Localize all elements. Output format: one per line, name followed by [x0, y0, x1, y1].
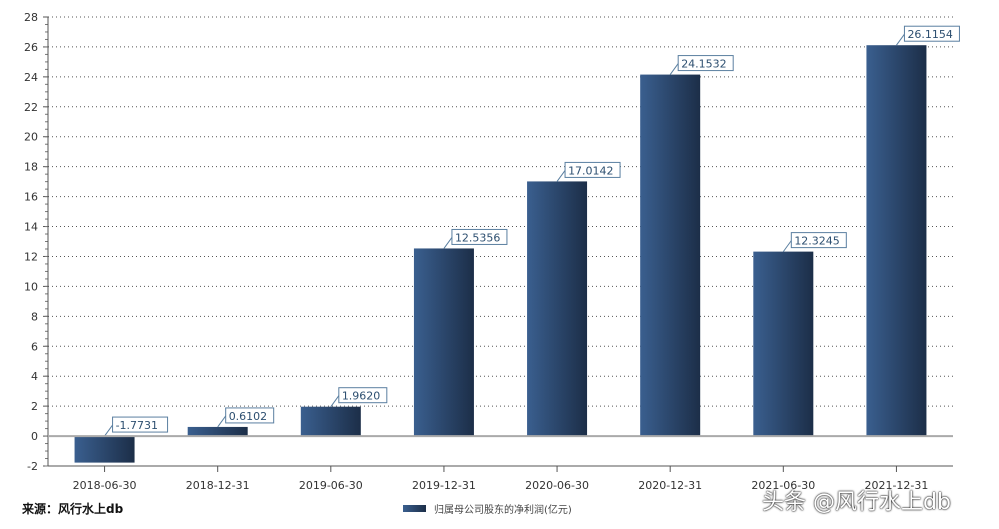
y-tick-label: 22 [24, 101, 38, 114]
x-tick-label: 2019-12-31 [412, 479, 476, 492]
data-label-box [112, 416, 169, 433]
data-label-box [903, 25, 960, 42]
x-tick-label: 2018-06-30 [73, 479, 137, 492]
bar [866, 45, 927, 437]
bar [74, 436, 135, 463]
x-tick-label: 2019-06-30 [299, 479, 363, 492]
legend: 归属母公司股东的净利润(亿元) [403, 501, 572, 516]
data-label: 12.5356 [455, 231, 501, 244]
data-label-box [225, 407, 275, 424]
x-tick-label: 2020-06-30 [525, 479, 589, 492]
label-leader [217, 415, 227, 428]
bar [187, 426, 248, 437]
watermark: 头条 @风行水上db [762, 490, 951, 515]
bar [753, 251, 814, 437]
label-leader [669, 63, 679, 75]
y-tick-label: 26 [24, 41, 38, 54]
y-tick-label: 14 [24, 221, 38, 234]
legend-swatch [403, 505, 426, 512]
data-label-box [451, 228, 508, 245]
y-tick-label: 8 [31, 310, 38, 323]
y-tick-label: 28 [24, 11, 38, 24]
y-tick-label: 12 [24, 250, 38, 263]
label-leader [330, 395, 340, 407]
label-leader [556, 170, 566, 182]
y-tick-label: 16 [24, 191, 38, 204]
x-tick-label: 2018-12-31 [186, 479, 250, 492]
data-label: 0.6102 [229, 410, 268, 423]
label-leader [443, 237, 453, 249]
data-label-box [790, 232, 847, 249]
x-tick-label: 2021-12-31 [864, 479, 928, 492]
label-leader [782, 240, 792, 252]
source-note: 来源：风行水上db [22, 502, 124, 516]
data-label: 1.9620 [342, 390, 381, 403]
x-tick-label: 2021-06-30 [751, 479, 815, 492]
bar [640, 74, 701, 437]
bar [527, 181, 588, 437]
y-tick-label: 6 [31, 340, 38, 353]
y-tick-label: 18 [24, 161, 38, 174]
label-leader [104, 424, 113, 437]
data-label-box [564, 161, 621, 178]
data-label: -1.7731 [116, 419, 158, 432]
y-tick-label: 4 [31, 370, 38, 383]
data-label: 12.3245 [794, 235, 840, 248]
legend-label: 归属母公司股东的净利润(亿元) [434, 505, 572, 516]
data-label-box [677, 55, 734, 72]
bar [300, 406, 361, 437]
y-tick-label: 0 [31, 430, 38, 443]
y-tick-label: 10 [24, 280, 38, 293]
x-tick-label: 2020-12-31 [638, 479, 702, 492]
label-leader [896, 33, 905, 46]
y-tick-label: 24 [24, 71, 38, 84]
bar [413, 248, 474, 437]
y-tick-label: 20 [24, 131, 38, 144]
y-tick-label: 2 [31, 400, 38, 413]
data-label: 24.1532 [681, 58, 727, 71]
y-tick-label: -2 [27, 460, 38, 473]
data-label-box [338, 387, 388, 404]
data-label: 26.1154 [907, 28, 953, 41]
data-label: 17.0142 [568, 164, 614, 177]
